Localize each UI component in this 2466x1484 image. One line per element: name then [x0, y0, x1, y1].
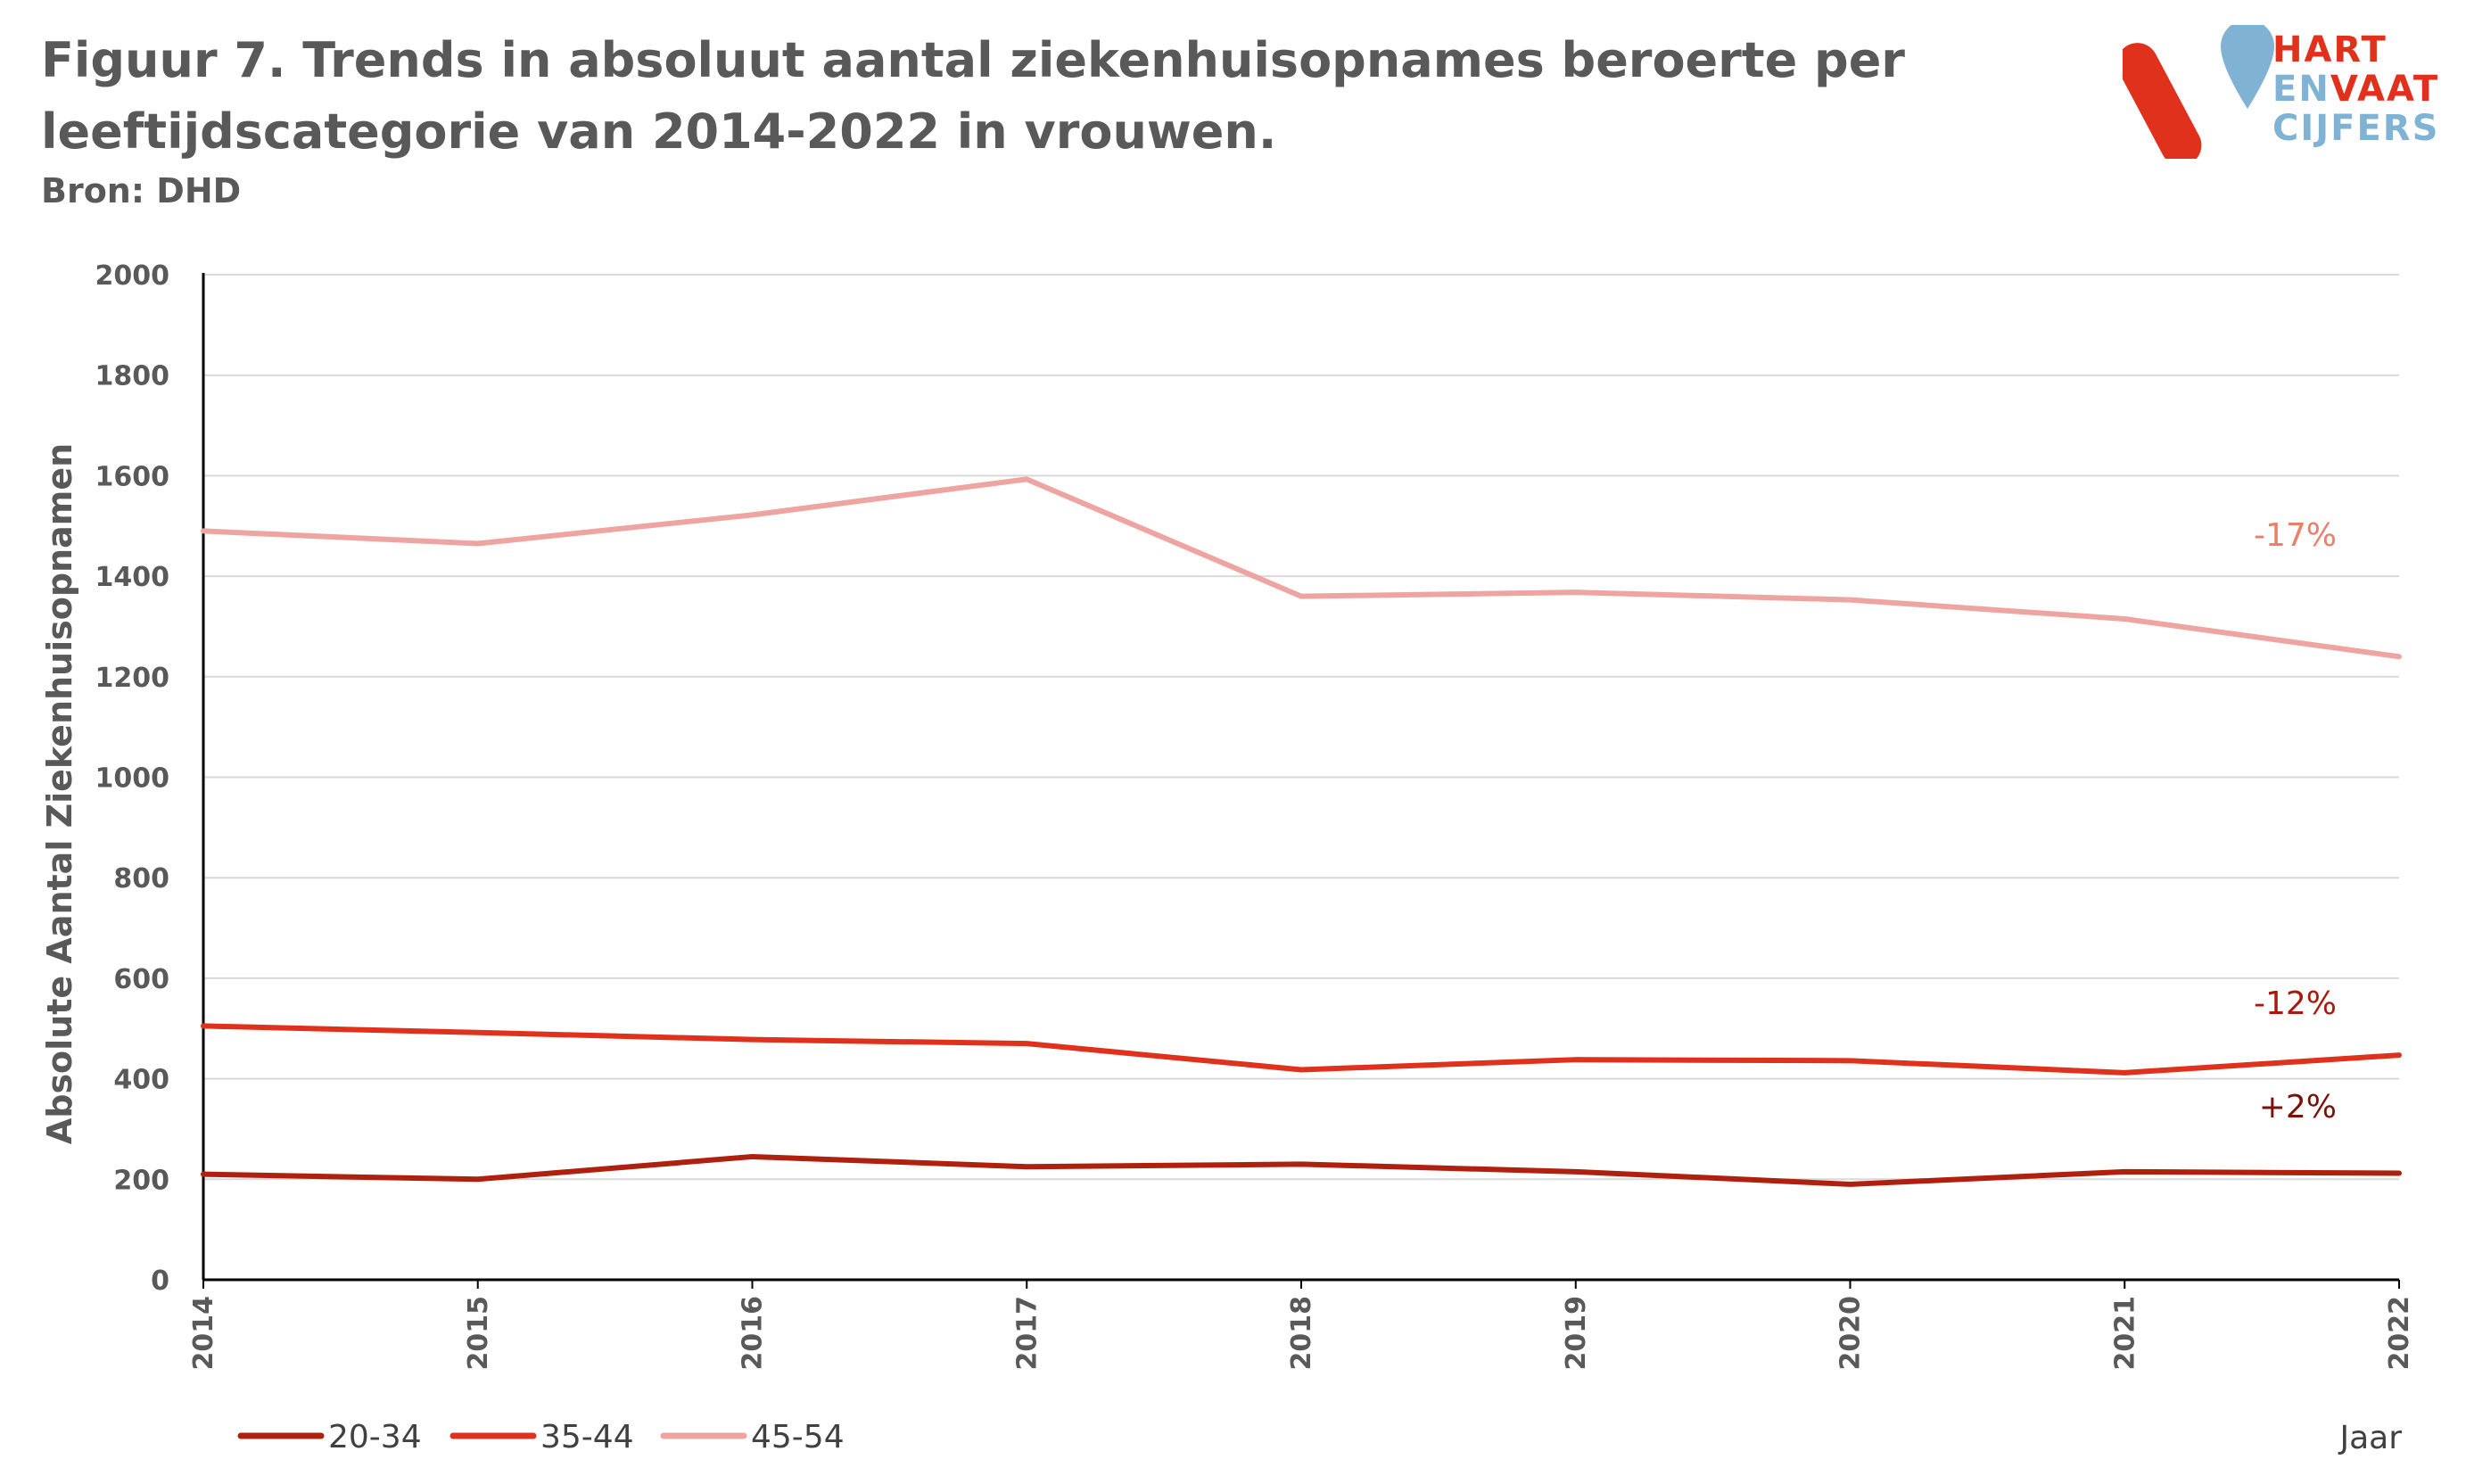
y-axis-label: Absolute Aantal Ziekenhuisopnamen — [40, 443, 79, 1144]
chart-title: Figuur 7. Trends in absoluut aantal ziek… — [41, 25, 1905, 168]
legend: 20-34 35-44 45-54 — [237, 1419, 845, 1455]
x-tick-label: 2018 — [1286, 1296, 1317, 1371]
chart-title-line-2: leeftijdscategorie van 2014-2022 in vrou… — [41, 103, 1277, 160]
y-tick-label: 600 — [113, 964, 169, 995]
y-tick-label: 1600 — [95, 461, 170, 492]
x-tick-label: 2019 — [1561, 1296, 1592, 1371]
x-tick-label: 2020 — [1835, 1296, 1867, 1371]
y-tick-label: 1400 — [95, 562, 170, 593]
x-tick-label: 2015 — [463, 1296, 494, 1371]
series-line-35-44 — [201, 1023, 2402, 1076]
annotation-35-44: -12% — [2254, 985, 2337, 1022]
x-tick-label: 2022 — [2384, 1296, 2415, 1371]
y-tick-labels: 0 200 400 600 800 1000 1200 1400 1600 1800 2000 — [95, 260, 170, 1297]
x-tick-labels: 2014 2015 2016 2017 2018 2019 2020 2021 2022 — [188, 1296, 2415, 1371]
chart-source: Bron: DHD — [41, 171, 242, 210]
series-line-20-34 — [201, 1153, 2402, 1187]
x-tick-label: 2016 — [738, 1296, 769, 1371]
gridlines — [203, 274, 2399, 1181]
logo-word-hart: HART — [2272, 29, 2388, 70]
series-lines — [201, 476, 2402, 1187]
y-tick-label: 1800 — [95, 361, 170, 392]
x-tick-label: 2021 — [2109, 1296, 2140, 1371]
logo-word-cijfers: CIJFERS — [2272, 108, 2440, 149]
hart-en-vaat-logo-icon — [2123, 25, 2274, 159]
y-tick-label: 200 — [113, 1165, 169, 1196]
chart-title-line-1: Figuur 7. Trends in absoluut aantal ziek… — [41, 32, 1905, 88]
logo-word-vaat: VAAT — [2330, 69, 2440, 110]
logo-text: HART ENVAAT CIJFERS — [2272, 30, 2439, 148]
y-tick-label: 800 — [113, 863, 169, 895]
legend-label-35-44: 35-44 — [540, 1419, 634, 1455]
logo-word-en: EN — [2272, 69, 2330, 110]
y-tick-label: 400 — [113, 1065, 169, 1096]
change-annotations: +2% -12% -17% — [2254, 517, 2337, 1125]
y-tick-label: 2000 — [95, 260, 170, 292]
annotation-20-34: +2% — [2259, 1089, 2337, 1125]
legend-label-20-34: 20-34 — [328, 1419, 422, 1455]
x-tick-label: 2017 — [1011, 1296, 1043, 1371]
y-tick-label: 1200 — [95, 663, 170, 694]
x-axis-label: Jaar — [2338, 1420, 2402, 1456]
series-line-45-54 — [201, 476, 2402, 660]
annotation-45-54: -17% — [2254, 517, 2337, 554]
y-tick-label: 0 — [151, 1266, 169, 1297]
axes — [202, 273, 2400, 1289]
legend-label-45-54: 45-54 — [751, 1419, 845, 1455]
x-tick-label: 2014 — [188, 1296, 219, 1371]
y-tick-label: 1000 — [95, 763, 170, 795]
